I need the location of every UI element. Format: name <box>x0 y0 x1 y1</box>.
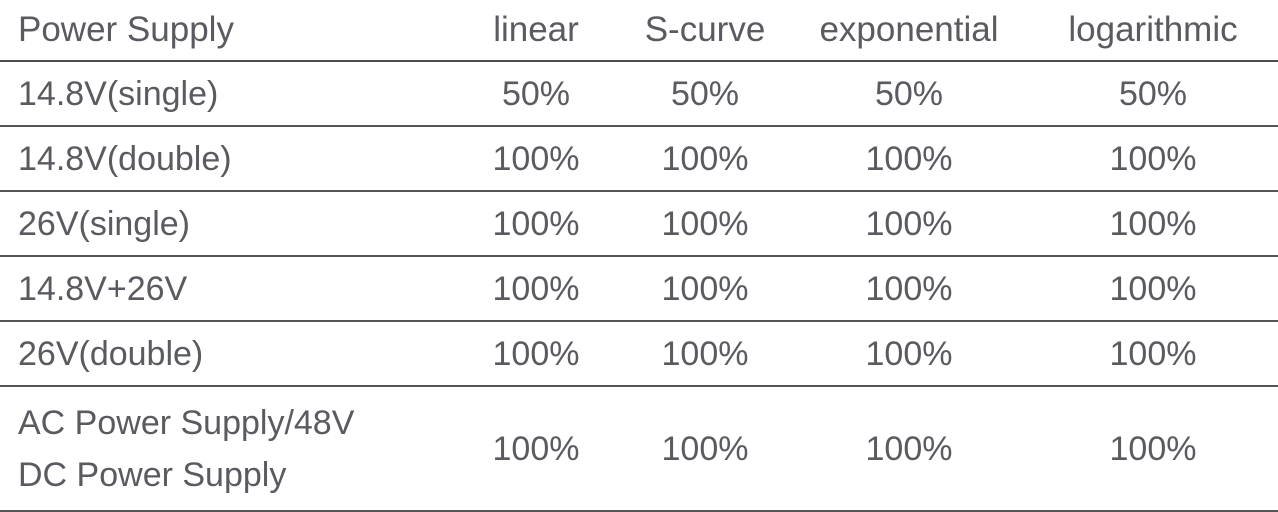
row-label-26v-single: 26V(single) <box>18 204 190 243</box>
column-header-power-supply: Power Supply <box>0 0 452 62</box>
cell-14-8v-double-linear: 100% <box>492 139 580 178</box>
table-row: 14.8V(double) 100% 100% 100% 100% <box>0 126 1278 191</box>
cell-26v-double-logarithmic: 100% <box>1109 334 1197 373</box>
cell-14-8v-plus-26v-exponential: 100% <box>865 269 953 308</box>
cell-26v-double-exponential: 100% <box>865 334 953 373</box>
cell-ac-dc-power-supply-logarithmic: 100% <box>1109 429 1197 468</box>
column-header-s-curve: S-curve <box>620 0 790 62</box>
row-label-14-8v-double: 14.8V(double) <box>18 139 232 178</box>
cell-14-8v-double-exponential: 100% <box>865 139 953 178</box>
column-header-logarithmic: logarithmic <box>1028 0 1278 62</box>
cell-26v-single-exponential: 100% <box>865 204 953 243</box>
cell-26v-double-s-curve: 100% <box>661 334 749 373</box>
cell-ac-dc-power-supply-linear: 100% <box>492 429 580 468</box>
cell-26v-double-linear: 100% <box>492 334 580 373</box>
cell-ac-dc-power-supply-exponential: 100% <box>865 429 953 468</box>
cell-14-8v-double-logarithmic: 100% <box>1109 139 1197 178</box>
table-body: 14.8V(single) 50% 50% 50% 50% 14.8V(doub… <box>0 61 1278 511</box>
table-header: Power Supply linear S-curve exponential … <box>0 0 1278 62</box>
cell-14-8v-single-exponential: 50% <box>874 74 944 113</box>
table-row: 26V(double) 100% 100% 100% 100% <box>0 321 1278 386</box>
cell-26v-single-logarithmic: 100% <box>1109 204 1197 243</box>
row-label-14-8v-single: 14.8V(single) <box>18 74 219 113</box>
row-label-line-2: DC Power Supply <box>18 455 287 494</box>
table-row: AC Power Supply/48V DC Power Supply 100%… <box>0 386 1278 511</box>
table-row: 14.8V+26V 100% 100% 100% 100% <box>0 256 1278 321</box>
cell-14-8v-plus-26v-linear: 100% <box>492 269 580 308</box>
row-label-26v-double: 26V(double) <box>18 334 204 373</box>
cell-26v-single-linear: 100% <box>492 204 580 243</box>
column-header-exponential: exponential <box>790 0 1028 62</box>
cell-14-8v-single-linear: 50% <box>501 74 571 113</box>
table-row: 26V(single) 100% 100% 100% 100% <box>0 191 1278 256</box>
cell-ac-dc-power-supply-s-curve: 100% <box>661 429 749 468</box>
cell-14-8v-plus-26v-logarithmic: 100% <box>1109 269 1197 308</box>
cell-14-8v-single-logarithmic: 50% <box>1118 74 1188 113</box>
row-label-line-1: AC Power Supply/48V <box>18 403 355 442</box>
cell-26v-single-s-curve: 100% <box>661 204 749 243</box>
cell-14-8v-single-s-curve: 50% <box>670 74 740 113</box>
row-label-14-8v-plus-26v: 14.8V+26V <box>18 269 188 308</box>
row-label-ac-dc-power-supply: AC Power Supply/48V DC Power Supply <box>0 386 452 511</box>
table-header-row: Power Supply linear S-curve exponential … <box>0 0 1278 62</box>
column-header-linear: linear <box>452 0 620 62</box>
table-row: 14.8V(single) 50% 50% 50% 50% <box>0 61 1278 126</box>
cell-14-8v-double-s-curve: 100% <box>661 139 749 178</box>
cell-14-8v-plus-26v-s-curve: 100% <box>661 269 749 308</box>
